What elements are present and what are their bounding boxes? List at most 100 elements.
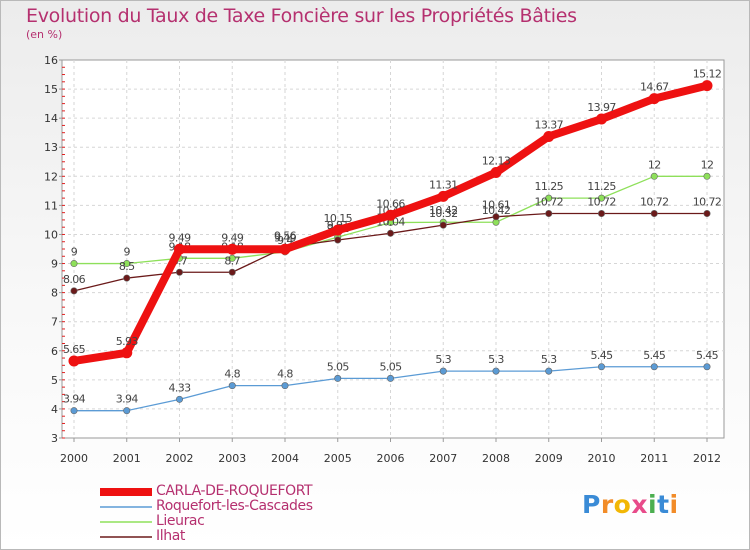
data-label-lieurac: 9 [124, 246, 131, 259]
y-tick-label: 7 [51, 316, 58, 329]
data-label-lieurac: 12 [701, 158, 714, 171]
data-label-roquefort-les-cascades: 5.3 [541, 353, 557, 366]
data-label-lieurac: 11.25 [535, 180, 564, 193]
data-point-lieurac [545, 194, 553, 202]
data-label-ilhat: 8.06 [63, 273, 86, 286]
data-label-carla-de-roquefort: 9.49 [274, 231, 297, 244]
legend-swatch-lieurac [100, 521, 152, 523]
x-tick-label: 2006 [377, 452, 405, 465]
legend-label-ilhat: Ilhat [156, 528, 185, 544]
legend-item-ilhat[interactable]: Ilhat [100, 529, 313, 544]
logo-letter: t [657, 490, 670, 519]
data-label-carla-de-roquefort: 13.37 [535, 118, 564, 131]
data-point-roquefort-les-cascades [70, 407, 78, 415]
x-tick-label: 2002 [166, 452, 194, 465]
x-tick-label: 2011 [640, 452, 668, 465]
data-point-carla-de-roquefort [385, 209, 396, 221]
data-label-ilhat: 9.56 [274, 229, 297, 242]
data-label-carla-de-roquefort: 11.31 [429, 178, 458, 191]
x-tick-label: 2004 [271, 452, 299, 465]
unit-label: (en %) [26, 28, 63, 41]
data-point-ilhat [228, 268, 236, 276]
data-label-carla-de-roquefort: 9.49 [168, 231, 191, 244]
legend-label-carla: CARLA-DE-ROQUEFORT [156, 483, 313, 499]
legend-swatch-roquefort [100, 506, 152, 508]
y-tick-label: 14 [44, 112, 58, 125]
data-point-roquefort-les-cascades [597, 363, 605, 371]
data-point-carla-de-roquefort [543, 130, 555, 142]
chart-title: Evolution du Taux de Taxe Foncière sur l… [26, 5, 577, 27]
y-tick-label: 11 [44, 199, 58, 212]
data-label-carla-de-roquefort: 14.67 [640, 81, 669, 94]
y-tick-label: 3 [51, 432, 58, 445]
data-point-roquefort-les-cascades [281, 382, 289, 390]
data-point-carla-de-roquefort [596, 113, 607, 125]
data-point-roquefort-les-cascades [334, 374, 342, 382]
legend-swatch-carla [100, 488, 152, 496]
data-label-ilhat: 8.7 [224, 254, 240, 267]
x-tick-label: 2009 [535, 452, 563, 465]
y-tick-label: 9 [51, 258, 58, 271]
data-label-roquefort-les-cascades: 5.05 [379, 360, 402, 373]
data-label-carla-de-roquefort: 10.66 [376, 197, 405, 210]
data-point-ilhat [334, 236, 342, 244]
y-tick-label: 10 [44, 228, 58, 241]
data-label-lieurac: 9 [71, 246, 78, 259]
logo-letter: o [613, 490, 632, 519]
legend-item-lieurac[interactable]: Lieurac [100, 514, 313, 529]
data-label-roquefort-les-cascades: 3.94 [63, 393, 86, 406]
data-label-carla-de-roquefort: 9.49 [221, 231, 244, 244]
data-label-ilhat: 10.32 [429, 207, 458, 220]
plot-area [61, 59, 725, 439]
legend-item-roquefort[interactable]: Roquefort-les-Cascades [100, 499, 313, 514]
data-point-roquefort-les-cascades [386, 374, 394, 382]
data-point-lieurac [70, 260, 78, 268]
data-label-ilhat: 10.72 [587, 196, 616, 209]
data-label-lieurac: 10.42 [429, 204, 458, 217]
data-point-roquefort-les-cascades [123, 407, 131, 415]
x-tick-label: 2001 [113, 452, 141, 465]
data-point-roquefort-les-cascades [545, 367, 553, 375]
y-tick-label: 4 [51, 403, 58, 416]
data-point-ilhat [703, 210, 711, 218]
data-label-ilhat: 10.72 [640, 196, 669, 209]
data-label-roquefort-les-cascades: 5.3 [488, 353, 504, 366]
data-point-ilhat [176, 268, 184, 276]
data-label-roquefort-les-cascades: 4.33 [168, 381, 191, 394]
data-point-carla-de-roquefort [701, 80, 713, 92]
data-label-carla-de-roquefort: 12.13 [482, 155, 511, 168]
data-point-roquefort-les-cascades [492, 367, 500, 375]
data-label-carla-de-roquefort: 10.15 [324, 212, 353, 225]
proxiti-logo: Proxiti [582, 490, 679, 519]
data-point-ilhat [597, 210, 605, 218]
data-point-lieurac [228, 254, 236, 262]
data-point-carla-de-roquefort [648, 93, 660, 105]
data-label-roquefort-les-cascades: 4.8 [277, 368, 293, 381]
data-point-carla-de-roquefort [226, 243, 238, 255]
data-point-ilhat [70, 287, 78, 295]
data-point-ilhat [123, 274, 131, 282]
data-point-roquefort-les-cascades [228, 382, 236, 390]
x-tick-label: 2003 [218, 452, 246, 465]
data-point-lieurac [123, 260, 131, 268]
y-tick-label: 8 [51, 287, 58, 300]
data-label-ilhat: 10.72 [535, 196, 564, 209]
y-tick-label: 5 [51, 374, 58, 387]
data-point-lieurac [650, 172, 658, 180]
data-label-lieurac: 11.25 [587, 180, 616, 193]
y-tick-label: 15 [44, 83, 58, 96]
logo-letter: i [648, 490, 658, 519]
legend-item-carla[interactable]: CARLA-DE-ROQUEFORT [100, 484, 313, 499]
data-point-carla-de-roquefort [174, 243, 185, 255]
data-point-roquefort-les-cascades [650, 363, 658, 371]
data-label-carla-de-roquefort: 15.12 [693, 68, 722, 81]
data-point-ilhat [386, 229, 394, 237]
x-tick-label: 2007 [429, 452, 457, 465]
y-tick-label: 12 [44, 170, 58, 183]
x-tick-label: 2010 [588, 452, 616, 465]
data-label-carla-de-roquefort: 13.97 [587, 101, 616, 114]
data-point-ilhat [650, 210, 658, 218]
x-tick-label: 2012 [693, 452, 721, 465]
data-point-carla-de-roquefort [490, 167, 502, 179]
